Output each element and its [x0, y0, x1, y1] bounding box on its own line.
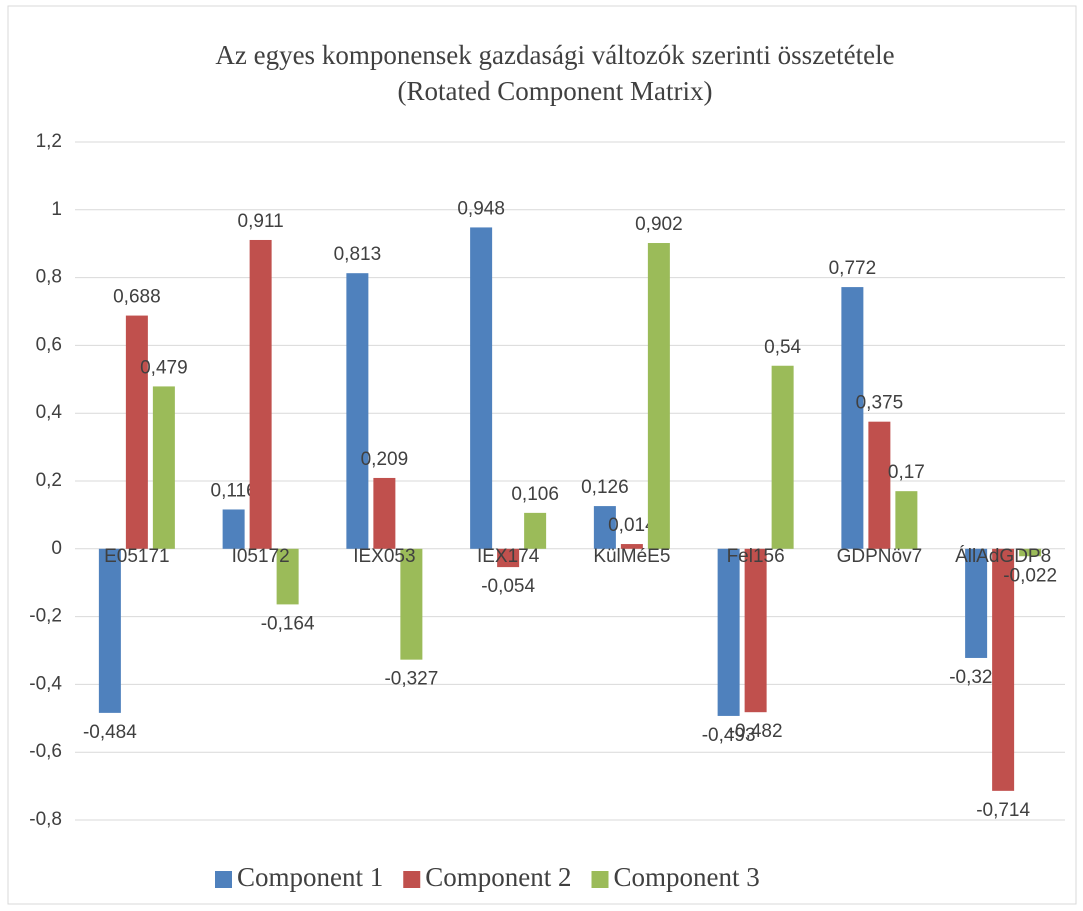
x-tick-label: KülMéE5 [593, 546, 670, 567]
x-tick-label: GDPNöv7 [837, 546, 923, 567]
data-label: -0,482 [729, 721, 783, 742]
data-label: 0,014 [608, 515, 656, 536]
bar [98, 548, 121, 713]
bar [1019, 548, 1042, 557]
data-label: 0,948 [457, 198, 505, 219]
chart-title: Az egyes komponensek gazdasági változók … [215, 40, 894, 70]
data-label: 0,688 [113, 287, 161, 308]
bar [497, 548, 520, 568]
bar [992, 548, 1015, 791]
data-label: -0,054 [481, 576, 535, 597]
legend-label: Component 2 [425, 862, 571, 892]
bar [620, 544, 643, 549]
y-tick-label: 0,2 [36, 470, 62, 491]
bar [276, 548, 299, 605]
data-label: 0,54 [764, 337, 801, 358]
data-label: 0,813 [334, 244, 382, 265]
data-label: -0,164 [261, 613, 315, 634]
y-tick-label: 0,4 [36, 402, 63, 423]
bar [249, 239, 272, 549]
chart-border [7, 5, 1077, 905]
chart-subtitle: (Rotated Component Matrix) [398, 76, 713, 106]
legend-swatch [403, 871, 421, 888]
bar [470, 227, 493, 549]
legend-swatch [591, 871, 609, 888]
data-label: 0,902 [635, 214, 683, 235]
x-tick-label: I05172 [232, 546, 290, 567]
data-label: 0,375 [856, 393, 904, 414]
legend-label: Component 1 [237, 862, 383, 892]
data-label: -0,714 [976, 800, 1030, 821]
legend-swatch [215, 871, 232, 888]
x-tick-label: Fel156 [727, 546, 785, 567]
x-tick-label: E05171 [104, 546, 170, 567]
data-label: 0,911 [238, 211, 284, 232]
bar [125, 315, 148, 549]
bar [717, 548, 740, 716]
bar [841, 287, 864, 549]
bar [400, 548, 423, 660]
data-label: 0,209 [361, 449, 409, 470]
y-tick-label: 0 [51, 538, 62, 559]
data-label: 0,772 [829, 258, 877, 279]
bar [222, 509, 245, 549]
data-label: 0,106 [511, 484, 559, 505]
bar [895, 491, 918, 549]
bar [373, 477, 396, 549]
y-tick-label: 1 [51, 199, 62, 220]
data-label: -0,493 [702, 725, 756, 746]
bar [346, 273, 369, 549]
x-tick-label: IEX174 [477, 546, 540, 567]
legend-label: Component 3 [614, 862, 760, 892]
data-label: -0,327 [384, 669, 438, 690]
x-tick-label: ÁllAdGDP8 [955, 546, 1051, 567]
y-tick-label: 1,2 [36, 131, 62, 152]
bar [965, 548, 988, 658]
bar [771, 365, 794, 549]
bar [524, 512, 547, 549]
y-tick-label: 0,8 [36, 267, 62, 288]
y-tick-label: -0,6 [29, 741, 62, 762]
data-label: 0,116 [211, 480, 257, 501]
data-label: 0,17 [888, 462, 925, 483]
y-tick-label: -0,8 [29, 809, 62, 830]
data-label: -0,484 [83, 722, 137, 743]
x-tick-label: IEX053 [353, 546, 415, 567]
bar [593, 506, 616, 549]
data-label: 0,126 [581, 477, 629, 498]
bar [152, 386, 175, 549]
y-tick-label: -0,2 [29, 606, 62, 627]
bar [647, 243, 670, 549]
y-tick-label: -0,4 [29, 673, 62, 694]
bar [868, 421, 891, 549]
y-tick-label: 0,6 [36, 334, 62, 355]
data-label: -0,322 [949, 667, 1003, 688]
bar [744, 548, 767, 713]
data-label: -0,022 [1003, 565, 1057, 586]
data-label: 0,479 [140, 357, 188, 378]
